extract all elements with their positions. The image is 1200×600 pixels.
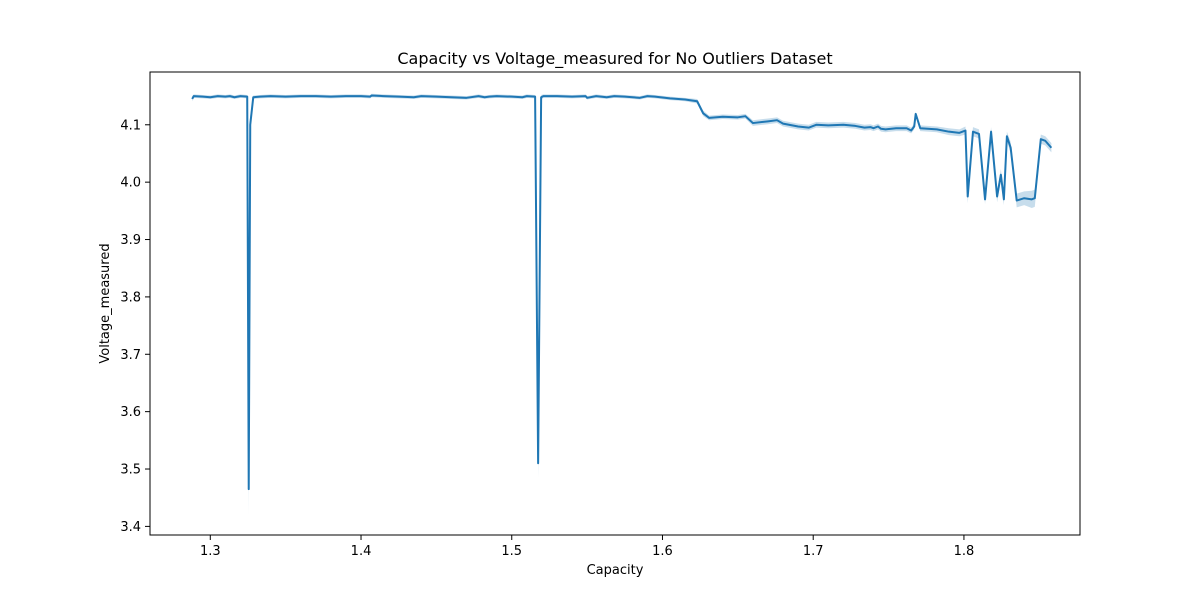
y-tick-label: 3.7 [120, 348, 141, 363]
y-tick-label: 3.5 [120, 463, 141, 478]
y-axis-label: Voltage_measured [98, 243, 113, 363]
axes-frame [149, 71, 1081, 536]
x-tick-label: 1.7 [803, 544, 824, 559]
x-tick-label: 1.6 [652, 544, 673, 559]
x-axis: 1.3 1.4 1.5 1.6 1.7 1.8 [200, 535, 974, 559]
x-tick-label: 1.4 [351, 544, 372, 559]
plot-area [191, 93, 1053, 515]
chart-title: Capacity vs Voltage_measured for No Outl… [397, 49, 832, 69]
y-tick-label: 3.4 [120, 520, 141, 535]
y-tick-label: 4.0 [120, 176, 141, 191]
x-tick-label: 1.5 [501, 544, 522, 559]
y-tick-label: 3.9 [120, 233, 141, 248]
x-tick-label: 1.8 [954, 544, 975, 559]
x-axis-label: Capacity [587, 563, 644, 578]
y-tick-label: 4.1 [120, 118, 141, 133]
x-tick-label: 1.3 [200, 544, 221, 559]
y-tick-label: 3.6 [120, 405, 141, 420]
series-line [191, 94, 1053, 491]
y-tick-label: 3.8 [120, 290, 141, 305]
y-axis: 3.4 3.5 3.6 3.7 3.8 3.9 4.0 4.1 [120, 118, 150, 535]
